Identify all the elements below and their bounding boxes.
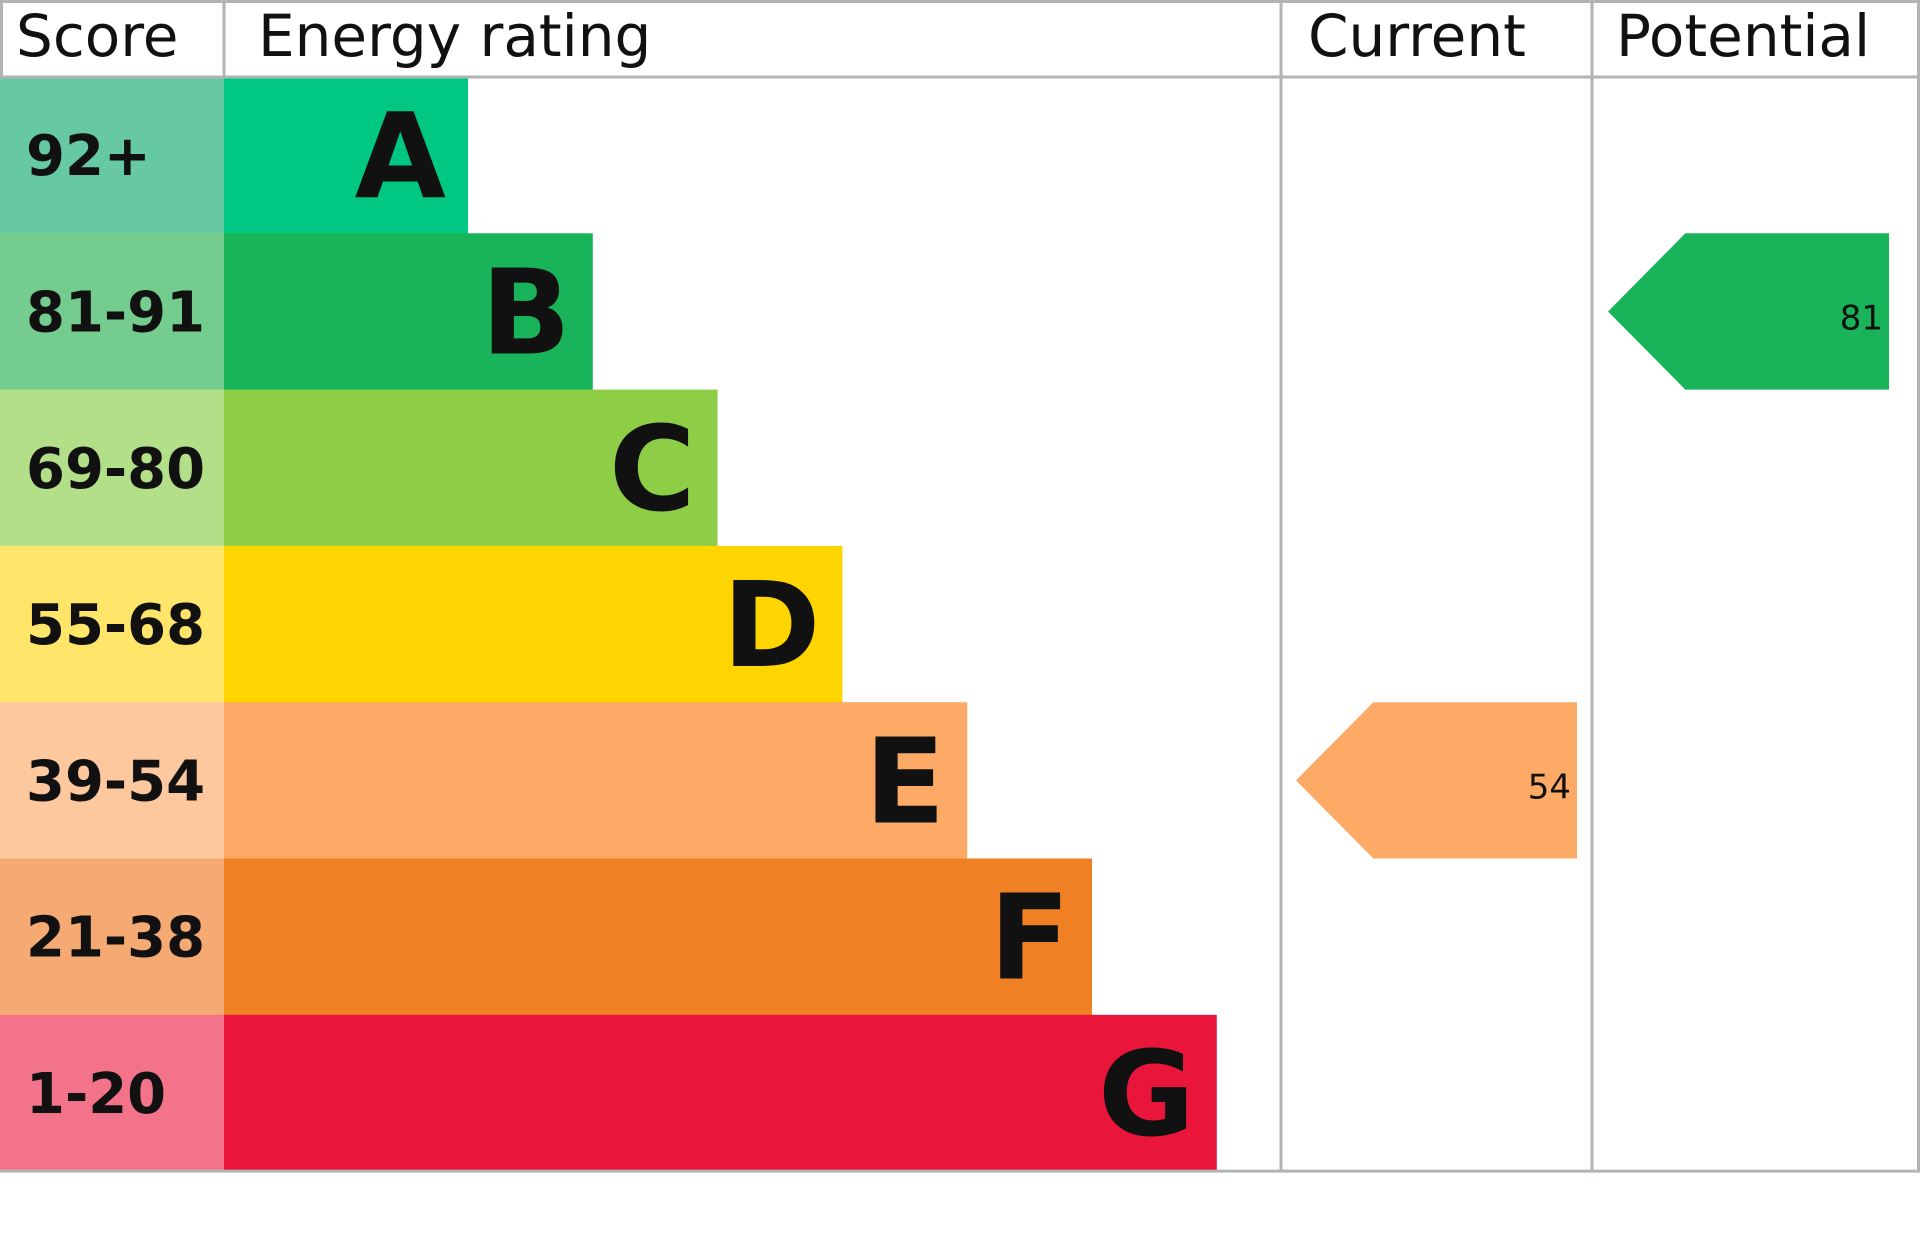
score-label: 21-38 [26,906,205,971]
score-label: 69-80 [26,437,205,502]
score-label: 92+ [26,124,151,189]
current-value: 54 [1528,767,1571,807]
rating-bar [224,858,1092,1016]
score-cell [0,858,224,1016]
score-cell [0,233,224,391]
rating-letter: B [481,243,571,381]
band-row-b: 81-91 B [0,233,593,391]
band-row-a: 92+ A [0,77,468,234]
score-cell [0,702,224,859]
header-score: Score [16,2,178,70]
rating-bar [224,389,718,547]
rating-bar [224,702,968,859]
current-rating-arrow: 54 [1296,702,1577,859]
score-label: 39-54 [26,749,205,814]
score-cell [0,545,224,703]
header-current: Current [1308,2,1526,70]
header-energy-rating: Energy rating [258,2,651,70]
potential-value: 81 [1840,298,1883,338]
current-arrow-shape [1296,702,1577,859]
rating-letter: C [609,400,696,538]
rating-bar [224,77,468,234]
rating-letter: E [865,712,946,850]
header-potential: Potential [1616,2,1870,70]
band-row-f: 21-38 F [0,858,1092,1016]
rating-letter: A [355,87,446,225]
band-row-c: 69-80 C [0,389,718,547]
rating-letter: D [722,556,820,694]
score-label: 1-20 [26,1062,166,1127]
rating-bar [224,1014,1217,1172]
score-cell [0,1014,224,1172]
potential-rating-arrow: 81 [1608,233,1889,390]
rating-bar [224,233,593,391]
band-row-d: 55-68 D [0,545,843,703]
band-row-g: 1-20 G [0,1014,1217,1172]
rating-letter: F [989,869,1070,1007]
score-label: 55-68 [26,593,205,658]
score-label: 81-91 [26,280,205,345]
rating-letter: G [1098,1025,1195,1163]
potential-arrow-shape [1608,233,1889,390]
rating-bar [224,545,843,703]
score-cell [0,77,224,234]
score-cell [0,389,224,547]
band-row-e: 39-54 E [0,702,968,859]
